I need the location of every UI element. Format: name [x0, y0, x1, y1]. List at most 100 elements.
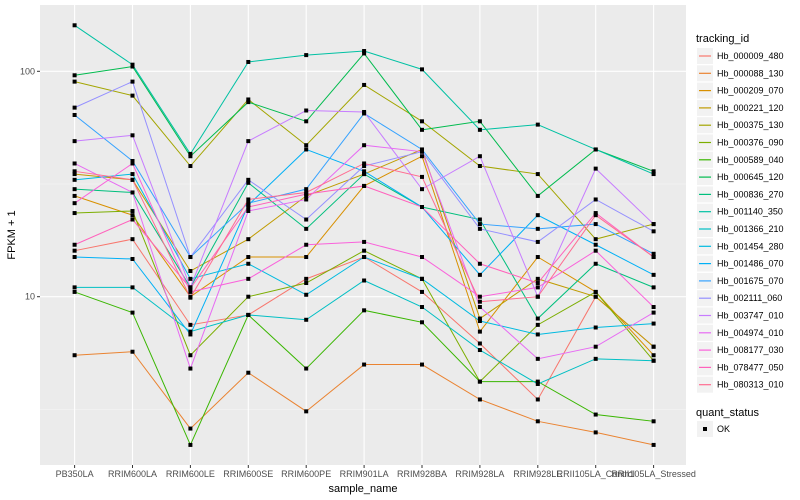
data-point — [477, 316, 482, 321]
data-point — [651, 255, 656, 260]
data-point — [72, 161, 77, 166]
data-point — [477, 329, 482, 334]
data-point — [593, 242, 598, 247]
data-point — [72, 285, 77, 290]
y-tick-label: 100 — [20, 66, 35, 76]
data-point — [72, 105, 77, 110]
legend-label: Hb_001140_350 — [717, 207, 783, 217]
data-point — [477, 261, 482, 266]
data-point — [535, 419, 540, 424]
data-point — [246, 370, 251, 375]
data-point — [477, 217, 482, 222]
data-point — [304, 276, 309, 281]
data-point — [535, 285, 540, 290]
data-point — [593, 222, 598, 227]
data-point — [651, 419, 656, 424]
data-point — [246, 139, 251, 144]
data-point — [477, 164, 482, 169]
data-point — [535, 294, 540, 299]
x-tick-label: RRII105LA_Control — [557, 469, 635, 479]
data-point — [362, 308, 367, 313]
data-point — [130, 93, 135, 98]
data-point — [593, 325, 598, 330]
data-point — [188, 289, 193, 294]
legend-label: Hb_008177_030 — [717, 345, 784, 355]
data-point — [72, 112, 77, 117]
shape-legend-title: quant_status — [696, 407, 759, 419]
data-point — [651, 169, 656, 174]
x-tick-label: RRIM928BA — [397, 469, 447, 479]
data-point — [477, 348, 482, 353]
data-point — [651, 442, 656, 447]
data-point — [651, 310, 656, 315]
data-points — [72, 23, 656, 447]
data-point — [130, 237, 135, 242]
data-point — [420, 119, 424, 124]
data-point — [304, 217, 309, 222]
x-tick-label: RRIM928LA — [455, 469, 504, 479]
data-point — [651, 229, 656, 234]
data-point — [188, 442, 193, 447]
data-point — [420, 187, 424, 192]
data-point — [651, 272, 656, 277]
data-point — [362, 51, 367, 56]
data-point — [362, 82, 367, 87]
data-point — [535, 122, 540, 127]
data-point — [130, 217, 135, 222]
legend-title: tracking_id — [696, 33, 749, 45]
data-point — [593, 430, 598, 435]
data-point — [420, 149, 424, 154]
data-point — [362, 278, 367, 283]
data-point — [188, 353, 193, 358]
data-point — [304, 108, 309, 113]
data-point — [420, 67, 424, 72]
data-point — [535, 213, 540, 218]
data-point — [72, 73, 77, 78]
data-point — [188, 322, 193, 327]
data-point — [651, 222, 656, 227]
x-axis: PB350LA RRIM600LA RRIM600LE RRIM600SE RRIM60… — [56, 465, 696, 479]
legend-label: Hb_001486_070 — [717, 259, 784, 269]
legend-label: Hb_000836_270 — [717, 189, 784, 199]
data-point — [535, 193, 540, 198]
data-point — [362, 255, 367, 260]
data-point — [535, 397, 540, 402]
data-point — [535, 332, 540, 337]
data-point — [188, 329, 193, 334]
data-point — [130, 133, 135, 138]
data-point — [362, 164, 367, 169]
legend-label: Hb_001675_070 — [717, 276, 784, 286]
data-point — [246, 276, 251, 281]
data-point — [651, 305, 656, 310]
data-point — [246, 294, 251, 299]
data-point — [651, 251, 656, 256]
data-point — [420, 289, 424, 294]
data-point — [651, 321, 656, 326]
data-point — [535, 226, 540, 231]
data-point — [246, 261, 251, 266]
data-point — [246, 209, 251, 214]
data-point — [130, 177, 135, 182]
data-point — [246, 205, 251, 210]
data-point — [130, 62, 135, 67]
data-point — [535, 276, 540, 281]
data-point — [72, 172, 77, 177]
legend-label: Hb_000376_090 — [717, 138, 784, 148]
y-axis: 10 100 — [20, 66, 40, 302]
data-point — [535, 356, 540, 361]
data-point — [362, 49, 367, 54]
data-point — [593, 294, 598, 299]
data-point — [130, 158, 135, 163]
data-point — [651, 172, 656, 177]
x-axis-title: sample_name — [328, 483, 397, 495]
data-point — [304, 409, 309, 414]
x-tick-label: RRII105LA_Stressed — [611, 469, 696, 479]
x-tick-label: RRIM600PE — [281, 469, 331, 479]
data-point — [593, 197, 598, 202]
x-tick-label: PB350LA — [56, 469, 94, 479]
data-point — [362, 143, 367, 148]
data-point — [304, 190, 309, 195]
data-point — [304, 197, 309, 202]
data-point — [304, 242, 309, 247]
